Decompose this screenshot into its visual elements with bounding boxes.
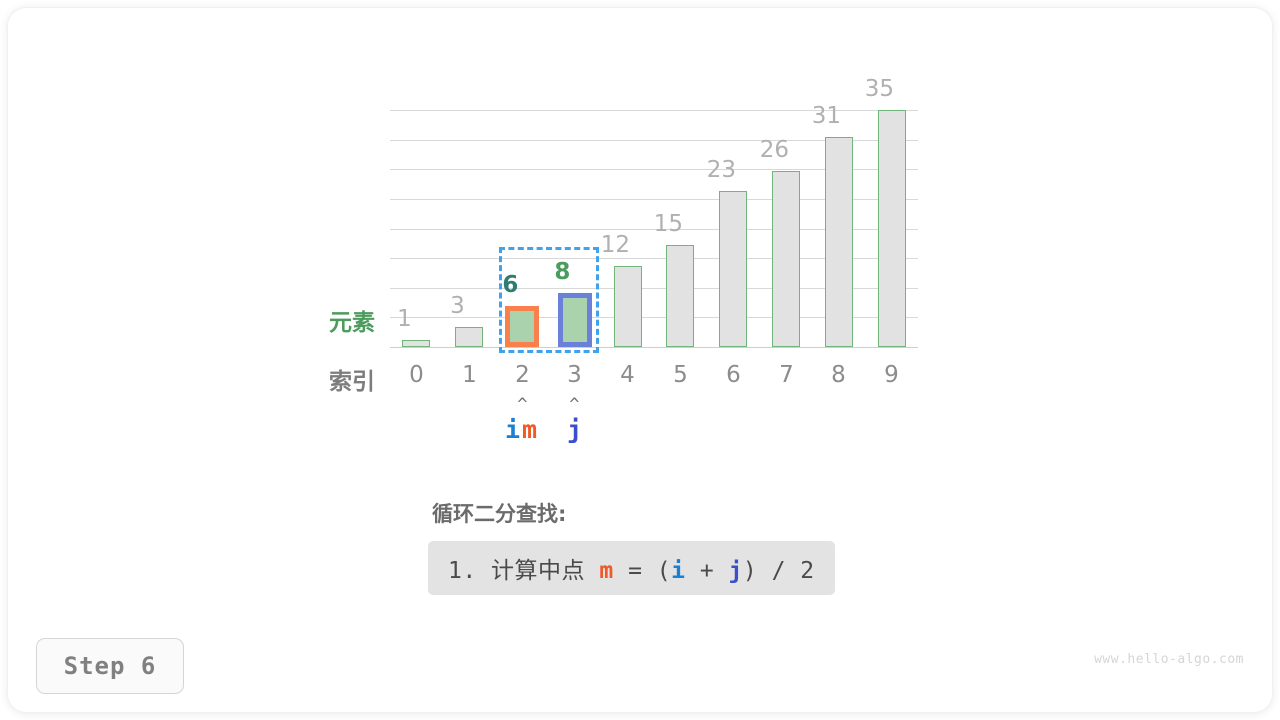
chart-index-label: 8 bbox=[831, 362, 846, 388]
chart-gridline bbox=[390, 140, 918, 141]
row-label-elements: 元素 bbox=[329, 310, 375, 336]
chart-value-label: 31 bbox=[811, 103, 842, 129]
row-label-indices: 索引 bbox=[329, 369, 375, 395]
chart-bar bbox=[666, 245, 694, 347]
chart-gridline bbox=[390, 258, 918, 259]
chart-bar bbox=[825, 137, 853, 347]
step-badge: Step 6 bbox=[36, 638, 184, 694]
chart-gridline bbox=[390, 288, 918, 289]
chart-bar bbox=[455, 327, 483, 347]
chart-gridline bbox=[390, 199, 918, 200]
chart-baseline bbox=[390, 347, 918, 348]
chart-value-label: 35 bbox=[864, 76, 895, 102]
chart-index-label: 0 bbox=[409, 362, 424, 388]
pointer-label-m: m bbox=[522, 415, 538, 444]
pointer-label-j: j bbox=[567, 415, 583, 444]
chart-bar-highlight-j bbox=[558, 293, 592, 347]
chart-value-label: 1 bbox=[397, 306, 412, 332]
chart-value-label: 23 bbox=[706, 157, 737, 183]
chart-gridline bbox=[390, 229, 918, 230]
code-token-j: j bbox=[728, 558, 743, 584]
pointer-label-i: i bbox=[505, 415, 521, 444]
code-eq: = ( bbox=[613, 558, 672, 584]
pointer-caret-im: ^ bbox=[517, 395, 528, 415]
chart-value-label: 8 bbox=[554, 259, 571, 285]
chart-bar bbox=[614, 266, 642, 347]
chart-value-label: 3 bbox=[450, 293, 465, 319]
chart-value-label: 6 bbox=[502, 272, 519, 298]
chart-index-label: 2 bbox=[515, 362, 530, 388]
pointer-caret-j: ^ bbox=[569, 395, 580, 415]
chart-gridline bbox=[390, 110, 918, 111]
chart-index-label: 1 bbox=[462, 362, 477, 388]
chart-bar bbox=[772, 171, 800, 347]
chart-index-label: 7 bbox=[779, 362, 794, 388]
code-prefix: 1. 计算中点 bbox=[448, 558, 600, 584]
watermark: www.hello-algo.com bbox=[1094, 652, 1244, 667]
chart-bar bbox=[402, 340, 430, 347]
code-plus: + bbox=[685, 558, 729, 584]
chart-value-label: 26 bbox=[759, 137, 790, 163]
chart-gridline bbox=[390, 169, 918, 170]
chart-index-label: 4 bbox=[620, 362, 635, 388]
chart-gridline bbox=[390, 317, 918, 318]
code-token-i: i bbox=[671, 558, 686, 584]
caption-title: 循环二分查找: bbox=[432, 502, 567, 526]
chart-value-label: 12 bbox=[600, 232, 631, 258]
chart-bar-highlight-m bbox=[505, 306, 539, 347]
chart-bar bbox=[878, 110, 906, 347]
code-suffix: ) / 2 bbox=[742, 558, 815, 584]
chart-bar bbox=[719, 191, 747, 347]
caption-code-line: 1. 计算中点 m = (i + j) / 2 bbox=[428, 541, 835, 595]
chart-index-label: 5 bbox=[673, 362, 688, 388]
chart-index-label: 9 bbox=[884, 362, 899, 388]
selection-range-dashed-box bbox=[499, 247, 599, 353]
chart-index-label: 6 bbox=[726, 362, 741, 388]
code-token-m: m bbox=[599, 558, 614, 584]
chart-value-label: 15 bbox=[653, 211, 684, 237]
chart-index-label: 3 bbox=[567, 362, 582, 388]
